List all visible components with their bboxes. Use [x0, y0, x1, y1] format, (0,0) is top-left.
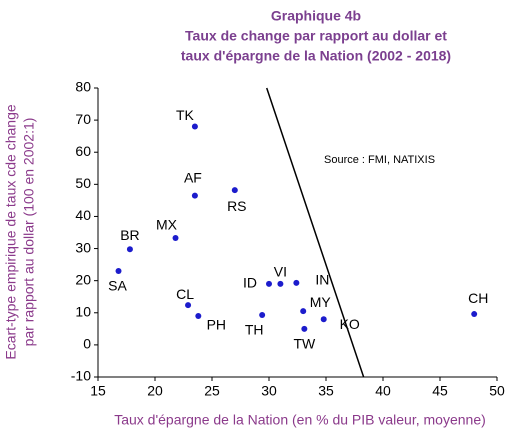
point-label: TW: [293, 336, 316, 352]
y-tick-label: 20: [75, 271, 91, 287]
y-tick-label: -10: [71, 368, 91, 384]
point: [277, 280, 284, 287]
point: [300, 308, 307, 315]
point: [191, 123, 198, 130]
x-axis-label: Taux d'épargne de la Nation (en % du PIB…: [114, 412, 486, 428]
point: [259, 312, 266, 319]
point: [293, 279, 300, 286]
chart-title: taux d'épargne de la Nation (2002 - 2018…: [181, 48, 451, 64]
y-tick-label: 70: [75, 111, 91, 127]
point-label: CH: [468, 290, 488, 306]
point: [320, 316, 327, 323]
point-label: TH: [245, 322, 264, 338]
y-tick-label: 40: [75, 207, 91, 223]
point-label: PH: [207, 317, 226, 333]
point: [195, 312, 202, 319]
y-tick-label: 80: [75, 79, 91, 95]
x-tick-label: 20: [147, 383, 163, 399]
point-label: MY: [310, 294, 332, 310]
chart-title: Taux de change par rapport au dollar et: [185, 28, 447, 44]
x-tick-label: 40: [375, 383, 391, 399]
annotation: Source : FMI, NATIXIS: [324, 154, 435, 166]
point-label: CL: [176, 286, 194, 302]
point: [471, 311, 478, 318]
point-label: IN: [315, 272, 329, 288]
point-label: MX: [156, 217, 178, 233]
x-tick-label: 50: [489, 383, 505, 399]
x-tick-label: 30: [261, 383, 277, 399]
point: [191, 192, 198, 199]
point: [266, 280, 272, 287]
point: [126, 246, 133, 253]
point-label: AF: [184, 169, 202, 185]
y-tick-label: 10: [75, 303, 91, 319]
point-label: BR: [120, 227, 139, 243]
y-tick-label: 60: [75, 143, 91, 159]
y-tick-label: 30: [75, 239, 91, 255]
point-label: KO: [340, 316, 360, 332]
x-tick-label: 25: [204, 383, 220, 399]
point: [301, 325, 308, 332]
point: [172, 234, 179, 241]
trend-line: [266, 87, 365, 378]
y-tick-label: 0: [83, 336, 91, 352]
point: [115, 268, 122, 275]
point-label: SA: [108, 278, 127, 294]
point-label: TK: [176, 107, 195, 123]
point-label: ID: [243, 275, 257, 291]
point-label: RS: [227, 198, 246, 214]
point: [231, 187, 238, 194]
x-tick-label: 45: [432, 383, 448, 399]
y-axis-label: Ecart-type empirique de taux cde change: [3, 104, 19, 359]
x-tick-label: 35: [318, 383, 334, 399]
y-tick-label: 50: [75, 175, 91, 191]
point-label: VI: [274, 264, 287, 280]
chart-title: Graphique 4b: [271, 8, 361, 24]
y-axis-label: par rapport au dollar (100 en 2002:1): [21, 118, 37, 347]
x-tick-label: 15: [90, 383, 106, 399]
point: [185, 302, 192, 309]
